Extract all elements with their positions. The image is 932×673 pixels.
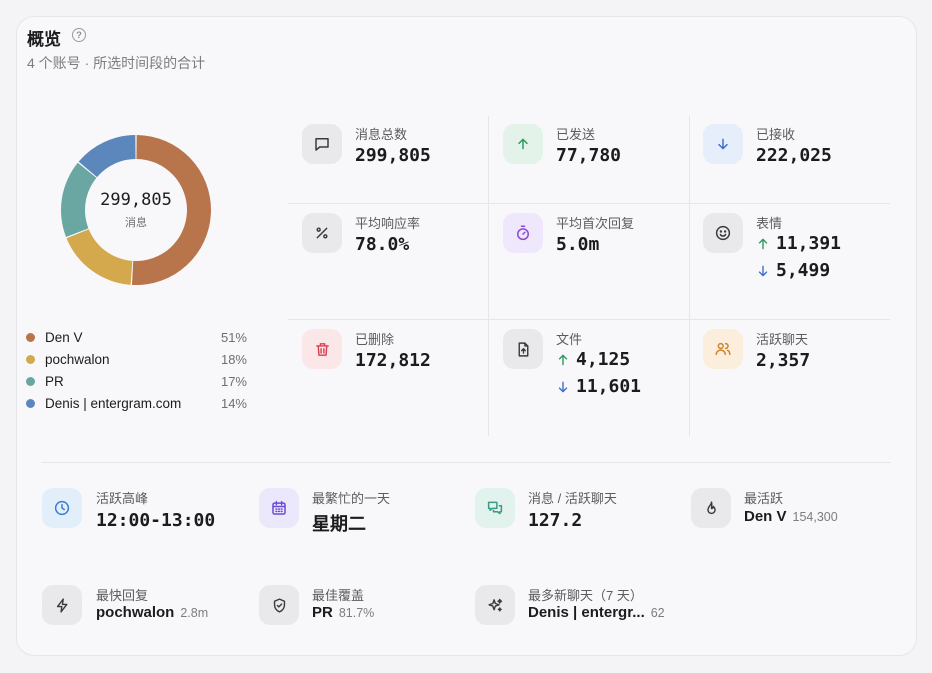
message-icon	[302, 124, 342, 164]
fastest-value: pochwalon 2.8m	[96, 604, 208, 621]
arrow-up-icon	[758, 238, 768, 249]
donut-slice	[66, 229, 133, 285]
most-active-value: Den V 154,300	[744, 508, 838, 525]
legend-name: PR	[45, 373, 64, 389]
grid-divider	[288, 203, 890, 204]
coverage-name: PR	[312, 604, 333, 621]
new-chats-label: 最多新聊天（7 天）	[528, 588, 643, 603]
stat-emoji-down-value: 5,499	[776, 260, 831, 281]
busiest-day-label: 最繁忙的一天	[312, 491, 391, 506]
legend-percent: 14%	[220, 395, 247, 411]
donut-chart	[60, 135, 211, 285]
fastest-name: pochwalon	[96, 604, 175, 621]
arrow-down-icon	[558, 381, 568, 392]
timer-icon	[503, 213, 543, 253]
busiest-day-value: 星期二	[312, 514, 366, 535]
arrow-up-icon	[558, 354, 568, 365]
help-icon[interactable]: ?	[72, 28, 86, 42]
stat-response-rate-value: 78.0%	[355, 234, 410, 255]
most-active-count: 154,300	[792, 510, 838, 524]
stat-emoji-up-value: 11,391	[776, 233, 842, 254]
donut-slice	[131, 135, 211, 285]
donut-slice	[60, 162, 97, 237]
calendar-icon	[259, 488, 299, 528]
flame-icon	[691, 488, 731, 528]
legend-item[interactable]: pochwalon 18%	[26, 349, 247, 369]
stat-sent-value: 77,780	[556, 145, 622, 166]
page-title: 概览	[27, 30, 61, 49]
legend-name: Den V	[45, 329, 83, 345]
smile-icon	[703, 213, 743, 253]
legend-dot	[26, 398, 35, 408]
donut-total-value: 299,805	[100, 190, 172, 210]
legend-item[interactable]: Den V 51%	[26, 327, 247, 347]
coverage-label: 最佳覆盖	[312, 588, 365, 603]
users-icon	[703, 329, 743, 369]
stat-active-chats-label: 活跃聊天	[756, 332, 809, 347]
legend-name: pochwalon	[45, 351, 110, 367]
stat-total-value: 299,805	[355, 145, 431, 166]
new-chats-name: Denis | entergr...	[528, 604, 645, 621]
legend-item[interactable]: PR 17%	[26, 371, 247, 391]
legend-item[interactable]: Denis | entergram.com 14%	[26, 393, 247, 413]
shield-check-icon	[259, 585, 299, 625]
overview-card	[16, 16, 917, 656]
donut-center: 299,805 消息	[60, 134, 212, 286]
per-chat-value: 127.2	[528, 510, 583, 531]
legend-name: Denis | entergram.com	[45, 395, 182, 411]
percent-icon	[302, 213, 342, 253]
grid-divider	[288, 319, 890, 320]
stat-deleted-value: 172,812	[355, 350, 431, 371]
stat-response-rate-label: 平均响应率	[355, 216, 421, 231]
stat-files-up: 4,125	[556, 349, 630, 370]
legend-dot	[26, 332, 35, 342]
stat-emoji-up: 11,391	[756, 233, 841, 254]
stat-first-reply-label: 平均首次回复	[556, 216, 635, 231]
stat-sent-label: 已发送	[556, 127, 596, 142]
coverage-value: PR 81.7%	[312, 604, 374, 621]
arrow-down-icon	[703, 124, 743, 164]
donut-total-label: 消息	[125, 217, 147, 229]
stat-files-down: 11,601	[556, 376, 641, 397]
stat-emoji-label: 表情	[756, 216, 783, 231]
stat-active-chats-value: 2,357	[756, 350, 811, 371]
stat-received-value: 222,025	[756, 145, 832, 166]
trash-icon	[302, 329, 342, 369]
legend-percent: 17%	[220, 373, 247, 389]
sparkles-icon	[475, 585, 515, 625]
stat-received-label: 已接收	[756, 127, 796, 142]
peak-value: 12:00-13:00	[96, 510, 216, 531]
coverage-percent: 81.7%	[338, 606, 375, 620]
legend-dot	[26, 354, 35, 364]
grid-divider	[689, 116, 690, 436]
stat-first-reply-value: 5.0m	[556, 234, 600, 255]
clock-icon	[42, 488, 82, 528]
per-chat-label: 消息 / 活跃聊天	[528, 491, 617, 506]
stat-files-label: 文件	[556, 332, 583, 347]
arrow-down-icon	[758, 265, 768, 276]
new-chats-count: 62	[650, 606, 665, 620]
stat-files-up-value: 4,125	[576, 349, 631, 370]
most-active-label: 最活跃	[744, 491, 784, 506]
lightning-icon	[42, 585, 82, 625]
legend-dot	[26, 376, 35, 386]
grid-divider	[488, 116, 489, 436]
arrow-up-icon	[503, 124, 543, 164]
chat-bubbles-icon	[475, 488, 515, 528]
fastest-label: 最快回复	[96, 588, 149, 603]
file-upload-icon	[503, 329, 543, 369]
stat-deleted-label: 已删除	[355, 332, 395, 347]
donut-slice	[78, 135, 136, 178]
most-active-name: Den V	[744, 508, 787, 525]
new-chats-value: Denis | entergr... 62	[528, 604, 665, 621]
stat-total-label: 消息总数	[355, 127, 408, 142]
legend-percent: 18%	[220, 351, 247, 367]
peak-label: 活跃高峰	[96, 491, 149, 506]
legend-percent: 51%	[220, 329, 247, 345]
page-subtitle: 4 个账号 · 所选时间段的合计	[27, 55, 206, 71]
fastest-time: 2.8m	[180, 606, 209, 620]
section-divider	[41, 462, 891, 463]
stat-files-down-value: 11,601	[576, 376, 642, 397]
stat-emoji-down: 5,499	[756, 260, 830, 281]
